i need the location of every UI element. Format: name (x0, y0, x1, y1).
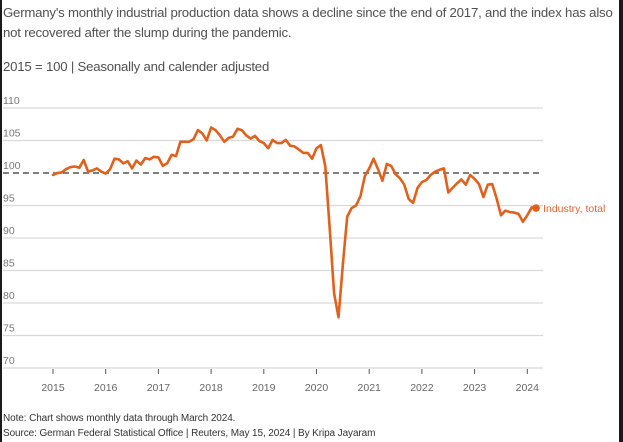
chart-subtitle: Germany's monthly industrial production … (3, 5, 613, 40)
y-tick-label-90: 90 (3, 225, 15, 237)
series-end-marker (532, 204, 540, 212)
x-tick-label-2021: 2021 (358, 382, 382, 394)
y-tick-label-80: 80 (3, 290, 15, 302)
left-frame-border (0, 0, 2, 442)
x-tick-label-2024: 2024 (516, 382, 540, 394)
unit-note: 2015 = 100 | Seasonally and calender adj… (3, 59, 270, 74)
series-line-industry-total (51, 126, 538, 319)
x-tick-label-2020: 2020 (305, 382, 329, 394)
right-frame-border (619, 0, 623, 442)
y-tick-label-70: 70 (3, 355, 15, 367)
y-tick-label-75: 75 (3, 323, 15, 335)
x-axis: 2015 2016 2017 2018 2019 2020 2021 2022 2023 2024 (41, 369, 539, 394)
x-tick-label-2019: 2019 (252, 382, 276, 394)
grid-lines (3, 107, 543, 369)
y-tick-label-95: 95 (3, 193, 15, 205)
series-label-industry-total: Industry, total (543, 203, 605, 215)
chart-source: Source: German Federal Statistical Offic… (3, 428, 376, 439)
y-tick-label-105: 105 (3, 128, 21, 140)
x-tick-label-2017: 2017 (147, 382, 171, 394)
x-tick-label-2015: 2015 (41, 382, 65, 394)
x-tick-label-2018: 2018 (199, 382, 223, 394)
chart-note: Note: Chart shows monthly data through M… (3, 413, 236, 424)
series-layer: Industry, total (51, 126, 605, 319)
y-tick-label-110: 110 (3, 95, 20, 107)
y-axis-tick-labels: 110 105 100 95 90 85 80 75 70 (3, 95, 21, 367)
x-tick-label-2022: 2022 (410, 382, 434, 394)
x-tick-label-2016: 2016 (94, 382, 118, 394)
y-tick-label-100: 100 (3, 160, 21, 172)
x-tick-label-2023: 2023 (463, 382, 487, 394)
y-tick-label-85: 85 (3, 258, 15, 270)
